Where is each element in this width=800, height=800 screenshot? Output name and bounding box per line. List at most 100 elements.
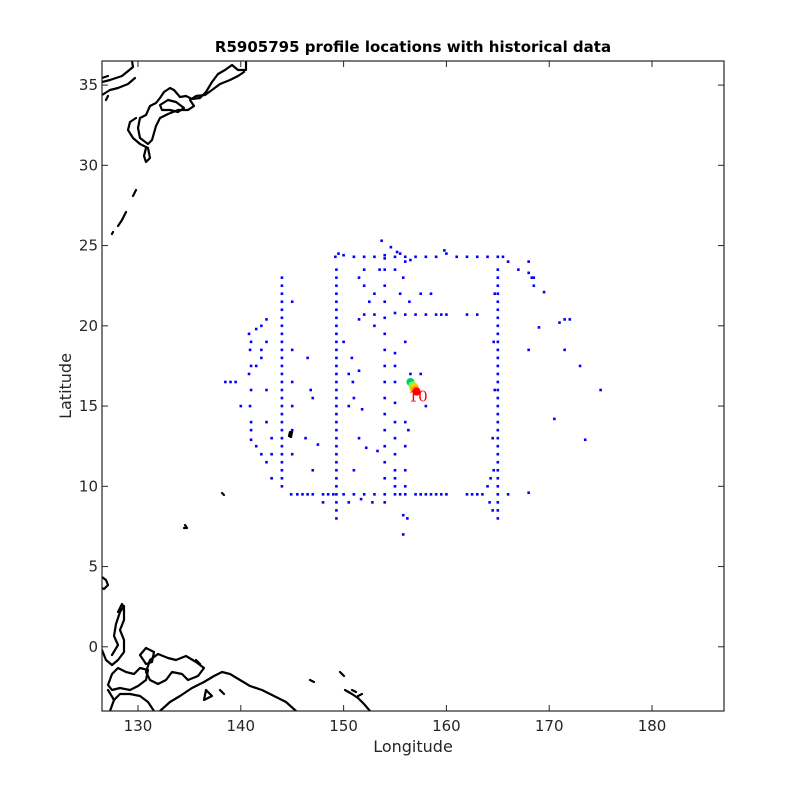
historical-point (352, 468, 356, 472)
historical-point (270, 436, 273, 440)
historical-point (350, 356, 354, 360)
historical-point (383, 364, 387, 368)
historical-point (403, 255, 407, 259)
historical-point (335, 436, 338, 440)
historical-point (280, 460, 284, 464)
historical-point (224, 380, 227, 384)
historical-point (496, 364, 500, 368)
historical-point (527, 271, 530, 275)
historical-point (306, 493, 309, 496)
historical-point (465, 313, 469, 316)
historical-point (599, 388, 602, 392)
historical-point (280, 412, 284, 416)
historical-point (335, 316, 338, 320)
historical-point (373, 324, 376, 328)
historical-point (280, 300, 284, 304)
historical-point (335, 509, 338, 512)
historical-point (530, 276, 534, 279)
historical-point (342, 340, 345, 344)
historical-point (414, 493, 417, 496)
historical-point (335, 364, 338, 368)
historical-point (321, 493, 325, 496)
historical-point (434, 493, 438, 496)
historical-point (335, 268, 338, 271)
historical-point (290, 300, 294, 304)
historical-point (280, 420, 284, 424)
historical-point (311, 396, 315, 400)
historical-point (290, 452, 294, 456)
historical-point (265, 460, 268, 464)
historical-point (491, 436, 494, 440)
historical-point (496, 436, 500, 440)
historical-point (409, 258, 412, 262)
historical-point (492, 468, 496, 472)
historical-point (280, 444, 284, 448)
historical-point (290, 428, 294, 432)
historical-point (475, 255, 479, 259)
historical-point (362, 284, 366, 287)
historical-point (373, 313, 376, 316)
historical-point (280, 276, 284, 279)
historical-point (335, 380, 338, 384)
historical-point (393, 311, 397, 315)
historical-point (335, 485, 338, 488)
historical-point (280, 468, 284, 472)
historical-point (249, 428, 253, 432)
historical-point (316, 443, 320, 446)
historical-point (280, 404, 284, 408)
historical-point (347, 372, 351, 376)
historical-point (403, 468, 407, 472)
x-tick-label: 170 (535, 717, 564, 735)
historical-point (393, 401, 397, 405)
historical-point (347, 404, 351, 408)
historical-point (280, 452, 284, 456)
historical-point (335, 388, 338, 392)
historical-point (493, 292, 497, 296)
historical-point (373, 292, 376, 296)
historical-point (409, 372, 412, 376)
historical-point (403, 485, 407, 488)
historical-point (265, 340, 268, 344)
historical-point (309, 388, 313, 392)
historical-point (563, 348, 566, 352)
historical-point (335, 300, 338, 304)
historical-point (332, 493, 335, 496)
historical-point (335, 372, 338, 376)
y-tick-label: 10 (79, 477, 98, 495)
historical-point (414, 255, 417, 259)
historical-point (506, 493, 510, 496)
historical-point (280, 284, 284, 287)
historical-point (486, 255, 489, 259)
historical-point (401, 533, 405, 536)
historical-point (517, 268, 520, 271)
historical-point (335, 444, 338, 448)
historical-point (445, 313, 448, 316)
historical-point (403, 493, 407, 496)
historical-point (393, 255, 397, 259)
historical-point (342, 253, 345, 257)
historical-point (335, 476, 338, 480)
coastline-bismarck-solomons (308, 670, 372, 711)
historical-point (362, 493, 366, 496)
historical-point (364, 446, 368, 450)
historical-point (496, 276, 500, 279)
historical-point (383, 428, 387, 432)
historical-point (265, 420, 268, 424)
historical-point (496, 284, 500, 287)
historical-point (424, 255, 428, 259)
historical-point (249, 340, 253, 344)
historical-point (424, 493, 428, 496)
historical-point (347, 501, 351, 504)
historical-point (558, 321, 561, 324)
historical-point (393, 452, 397, 456)
historical-point (335, 460, 338, 464)
historical-point (362, 313, 366, 316)
x-tick-label: 150 (329, 717, 358, 735)
historical-point (403, 420, 407, 424)
historical-point (475, 493, 479, 496)
historical-point (360, 407, 364, 411)
historical-point (578, 364, 582, 368)
historical-point (403, 444, 407, 448)
historical-point (260, 356, 263, 360)
historical-point (270, 452, 273, 456)
